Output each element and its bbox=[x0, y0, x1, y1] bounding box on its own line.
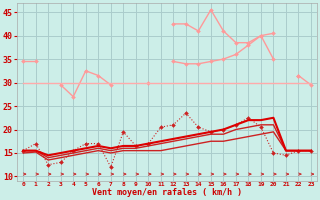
X-axis label: Vent moyen/en rafales ( km/h ): Vent moyen/en rafales ( km/h ) bbox=[92, 188, 242, 197]
